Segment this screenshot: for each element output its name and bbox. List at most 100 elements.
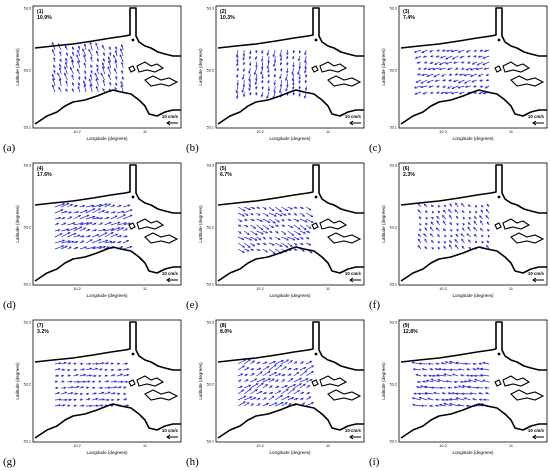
vector-arrowhead-c xyxy=(465,68,469,71)
current-vector-c xyxy=(457,85,465,89)
current-vector-e xyxy=(237,248,245,253)
current-vector-a xyxy=(88,49,93,57)
vector-arrowhead-g xyxy=(62,368,66,372)
current-vector-b xyxy=(304,55,307,63)
current-vector-g xyxy=(79,368,85,371)
current-vector-c xyxy=(464,79,471,84)
vector-arrowhead-c xyxy=(463,73,467,77)
vector-arrowhead-i xyxy=(436,373,440,377)
vector-arrowhead-a xyxy=(120,80,123,84)
vector-arrowhead-b xyxy=(236,68,240,72)
current-vector-d xyxy=(116,214,126,220)
vector-arrowhead-f xyxy=(417,209,421,213)
y-tick-label-a: 53.3 xyxy=(24,7,31,11)
vector-arrowhead-g xyxy=(117,362,121,366)
vector-arrowhead-e xyxy=(288,218,292,222)
current-vector-a xyxy=(52,84,56,93)
vector-arrowhead-h xyxy=(258,367,262,371)
current-vector-g xyxy=(85,375,92,377)
vector-arrowhead-d xyxy=(66,202,70,206)
vector-arrowhead-b xyxy=(298,86,302,90)
current-vector-d xyxy=(79,205,85,208)
vector-arrowhead-d xyxy=(106,211,110,214)
vector-arrowhead-a xyxy=(109,51,112,55)
vector-arrowhead-h xyxy=(281,360,284,363)
vector-arrowhead-i xyxy=(457,403,461,407)
vector-field-d xyxy=(54,202,133,250)
vector-arrowhead-c xyxy=(421,73,425,77)
vector-arrowhead-b xyxy=(267,70,270,74)
current-vector-h xyxy=(250,373,255,377)
x-axis-label-b: Longitude (degrees) xyxy=(269,136,311,141)
y-tick-label-i: 53.3 xyxy=(390,321,397,325)
vector-arrowhead-d xyxy=(120,246,124,249)
vector-arrowhead-b xyxy=(236,75,239,79)
station-marker-d xyxy=(131,195,135,199)
coastline-north-g xyxy=(34,321,181,371)
vector-arrowhead-f xyxy=(418,223,422,226)
current-vector-g xyxy=(104,391,111,395)
vector-arrowhead-h xyxy=(252,360,256,363)
vector-arrowhead-g xyxy=(82,368,86,371)
current-vector-e xyxy=(287,242,293,247)
vector-arrowhead-c xyxy=(457,86,461,89)
scale-label-f: 10 cm/s xyxy=(528,271,545,276)
vector-arrowhead-a xyxy=(108,46,112,50)
vector-arrowhead-b xyxy=(260,94,264,98)
plot-frame-d xyxy=(32,162,182,286)
vector-arrowhead-h xyxy=(284,366,287,369)
current-vector-d xyxy=(110,211,116,214)
current-vector-a xyxy=(89,42,93,51)
vector-arrowhead-e xyxy=(279,244,283,247)
current-vector-c xyxy=(478,91,484,95)
vector-arrowhead-d xyxy=(121,227,125,230)
current-vector-c xyxy=(440,91,446,94)
vector-arrowhead-c xyxy=(483,49,487,53)
current-vector-i xyxy=(449,361,459,365)
current-vector-i xyxy=(445,361,453,365)
vector-arrowhead-c xyxy=(471,80,475,83)
vector-arrowhead-c xyxy=(448,79,452,82)
current-vector-h xyxy=(293,377,302,383)
vector-arrowhead-b xyxy=(285,88,288,92)
mode-percent-i: 12.8% xyxy=(403,329,418,335)
vector-arrowhead-g xyxy=(98,374,102,378)
current-vector-c xyxy=(439,61,446,66)
current-vector-h xyxy=(287,360,293,365)
vector-arrowhead-i xyxy=(435,398,439,401)
plot-frame-f xyxy=(398,162,548,286)
vector-arrowhead-a xyxy=(84,75,87,79)
vector-arrowhead-d xyxy=(72,222,76,225)
vector-arrowhead-d xyxy=(99,245,103,249)
current-vector-i xyxy=(443,403,453,407)
vector-arrowhead-a xyxy=(115,75,118,79)
vector-arrowhead-g xyxy=(95,367,99,371)
vector-arrowhead-f xyxy=(437,205,441,208)
vector-arrowhead-e xyxy=(307,230,311,233)
vector-arrowhead-a xyxy=(71,74,74,78)
vector-arrowhead-i xyxy=(459,380,463,384)
vector-arrowhead-c xyxy=(465,50,469,53)
vector-arrowhead-g xyxy=(126,373,130,377)
vector-arrowhead-h xyxy=(276,379,279,382)
current-vector-e xyxy=(299,248,305,252)
vector-arrowhead-b xyxy=(285,78,288,82)
vector-arrowhead-d xyxy=(110,232,114,235)
island-outline-a xyxy=(128,65,136,73)
current-vector-h xyxy=(275,390,281,395)
vector-arrowhead-c xyxy=(460,61,464,64)
current-vector-c xyxy=(435,79,440,82)
current-vector-g xyxy=(54,399,61,401)
vector-arrowhead-e xyxy=(252,244,256,247)
vector-arrowhead-d xyxy=(126,239,130,243)
vector-arrowhead-g xyxy=(86,386,90,390)
vector-arrowhead-g xyxy=(89,367,93,371)
current-vector-h xyxy=(237,401,246,407)
current-vector-h xyxy=(243,402,250,407)
vector-arrowhead-h xyxy=(308,396,312,399)
vector-arrowhead-b xyxy=(304,70,307,74)
vector-arrowhead-a xyxy=(115,82,118,86)
current-vector-d xyxy=(98,217,103,220)
current-vector-f xyxy=(442,215,447,220)
